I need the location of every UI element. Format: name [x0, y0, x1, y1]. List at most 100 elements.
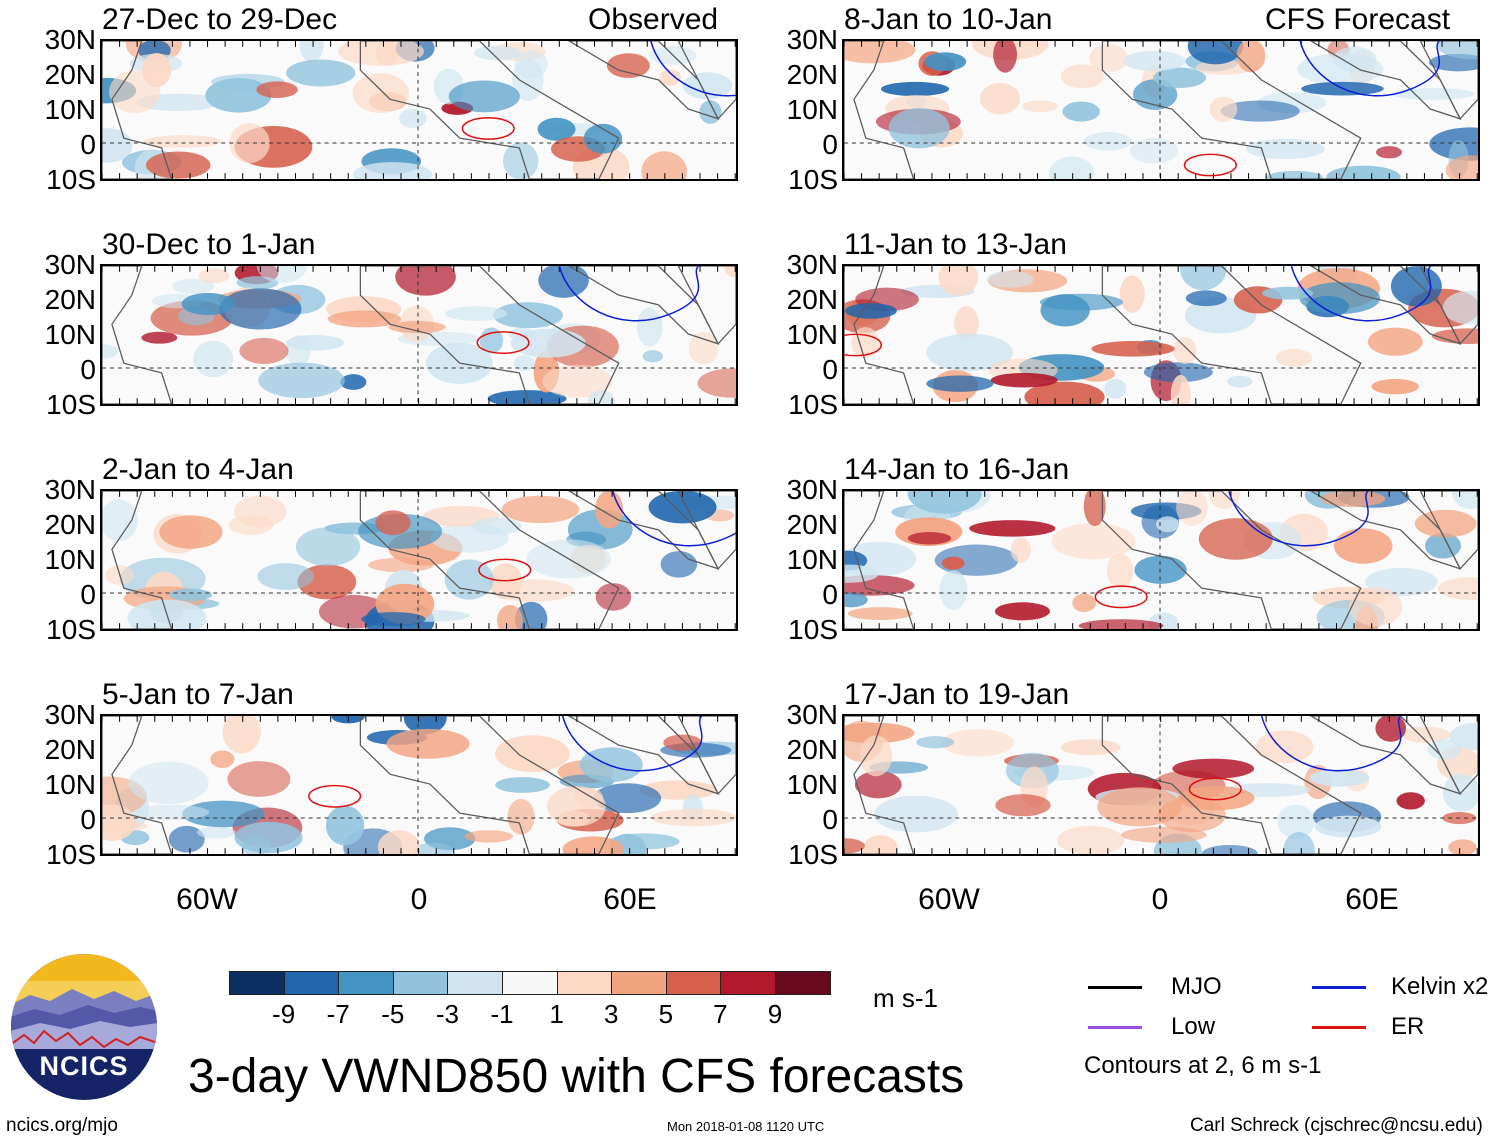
logo-graphic	[11, 954, 157, 1100]
colorbar-swatch	[229, 971, 285, 995]
footer-timestamp: Mon 2018-01-08 1120 UTC	[667, 1119, 825, 1134]
wind-anomaly-map	[842, 264, 1480, 406]
y-tick-label: 0	[80, 579, 96, 610]
colorbar-tick-label: -7	[326, 999, 350, 1029]
panel-date-label: 14-Jan to 16-Jan	[844, 453, 1070, 486]
x-tick-label: 60W	[918, 883, 980, 916]
colorbar-swatch	[502, 971, 558, 995]
observed-header: Observed	[588, 3, 719, 36]
y-tick-label: 0	[80, 804, 96, 835]
y-tick-label: 30N	[786, 699, 838, 730]
colorbar-swatch	[556, 971, 613, 995]
y-tick-label: 10S	[788, 389, 838, 420]
panel-date-label: 30-Dec to 1-Jan	[102, 228, 316, 261]
panel-date-label: 2-Jan to 4-Jan	[102, 453, 294, 486]
kelvin-label: Kelvin x2	[1391, 973, 1489, 1000]
wind-anomaly-map	[842, 489, 1480, 631]
y-tick-label: 20N	[44, 284, 96, 315]
colorbar-swatch	[720, 971, 776, 995]
y-tick-label: 20N	[786, 734, 838, 765]
colorbar-swatch	[338, 971, 394, 995]
colorbar-swatch	[283, 971, 340, 995]
y-tick-label: 0	[822, 804, 838, 835]
colorbar-tick-label: -3	[435, 999, 459, 1029]
y-tick-label: 10N	[786, 94, 838, 125]
ncics-logo: NCICS	[10, 953, 158, 1101]
low-label: Low	[1171, 1013, 1216, 1040]
y-tick-label: 0	[80, 354, 96, 385]
x-tick-label: 60W	[176, 883, 238, 916]
x-tick-label: 0	[1151, 883, 1169, 916]
y-tick-label: 10S	[788, 839, 838, 870]
y-tick-label: 20N	[786, 509, 838, 540]
y-tick-label: 20N	[44, 59, 96, 90]
y-tick-label: 30N	[44, 474, 96, 505]
colorbar-tick-label: 1	[549, 999, 564, 1029]
wind-anomaly-map	[842, 714, 1480, 856]
x-tick-label: 0	[410, 883, 428, 916]
y-tick-label: 20N	[44, 509, 96, 540]
y-tick-label: 10S	[46, 839, 96, 870]
colorbar-tick-label: 9	[767, 999, 783, 1029]
y-tick-label: 10S	[46, 389, 96, 420]
low-line-swatch	[1088, 1026, 1142, 1029]
y-tick-label: 30N	[44, 699, 96, 730]
panel-date-label: 11-Jan to 13-Jan	[844, 228, 1067, 261]
y-tick-label: 30N	[786, 249, 838, 280]
y-tick-label: 0	[822, 129, 838, 160]
colorbar-units: m s-1	[873, 983, 938, 1013]
y-tick-label: 0	[80, 129, 96, 160]
er-label: ER	[1391, 1013, 1425, 1040]
logo-text: NCICS	[39, 1051, 129, 1081]
panel-date-label: 5-Jan to 7-Jan	[102, 678, 294, 711]
y-tick-label: 20N	[786, 284, 838, 315]
main-title: 3-day VWND850 with CFS forecasts	[188, 1050, 965, 1103]
panel-date-label: 17-Jan to 19-Jan	[844, 678, 1070, 711]
colorbar-swatch	[611, 971, 667, 995]
y-tick-label: 0	[822, 354, 838, 385]
y-tick-label: 30N	[786, 474, 838, 505]
colorbar-swatch	[665, 971, 722, 995]
footer-author: Carl Schreck (cjschrec@ncsu.edu)	[1190, 1115, 1483, 1136]
y-tick-label: 10S	[788, 164, 838, 195]
y-tick-label: 10S	[46, 164, 96, 195]
kelvin-line-swatch	[1312, 986, 1366, 989]
wind-anomaly-map	[100, 714, 738, 856]
y-tick-label: 10N	[786, 544, 838, 575]
mjo-line-swatch	[1088, 986, 1142, 989]
y-tick-label: 20N	[786, 59, 838, 90]
y-tick-label: 10N	[44, 769, 96, 800]
y-tick-label: 10S	[46, 614, 96, 645]
panel-date-label: 27-Dec to 29-Dec	[102, 3, 338, 36]
colorbar-tick-label: -1	[490, 999, 514, 1029]
y-tick-label: 10S	[788, 614, 838, 645]
colorbar-tick-label: 5	[658, 999, 674, 1029]
colorbar-tick-label: 3	[603, 999, 619, 1029]
colorbar-swatch	[447, 971, 503, 995]
y-tick-label: 20N	[44, 734, 96, 765]
colorbar-swatch	[775, 971, 831, 995]
wind-anomaly-map	[842, 39, 1480, 181]
y-tick-label: 10N	[44, 94, 96, 125]
y-tick-label: 10N	[44, 544, 96, 575]
x-tick-label: 60E	[1345, 883, 1399, 916]
wind-anomaly-map	[100, 489, 738, 631]
y-tick-label: 10N	[44, 319, 96, 350]
x-tick-label: 60E	[603, 883, 657, 916]
y-tick-label: 10N	[786, 769, 838, 800]
colorbar-tick-label: -9	[272, 999, 296, 1029]
y-tick-label: 10N	[786, 319, 838, 350]
y-tick-label: 0	[822, 579, 838, 610]
colorbar-tick-label: -5	[381, 999, 405, 1029]
wind-anomaly-map	[100, 39, 738, 181]
colorbar-tick-label: 7	[713, 999, 728, 1029]
forecast-header: CFS Forecast	[1265, 3, 1451, 36]
contours-note: Contours at 2, 6 m s-1	[1084, 1052, 1322, 1079]
y-tick-label: 30N	[44, 249, 96, 280]
panel-date-label: 8-Jan to 10-Jan	[844, 3, 1053, 36]
colorbar-swatch	[392, 971, 449, 995]
mjo-label: MJO	[1171, 973, 1222, 1000]
wind-anomaly-map	[100, 264, 738, 406]
er-line-swatch	[1312, 1026, 1366, 1029]
y-tick-label: 30N	[44, 24, 96, 55]
